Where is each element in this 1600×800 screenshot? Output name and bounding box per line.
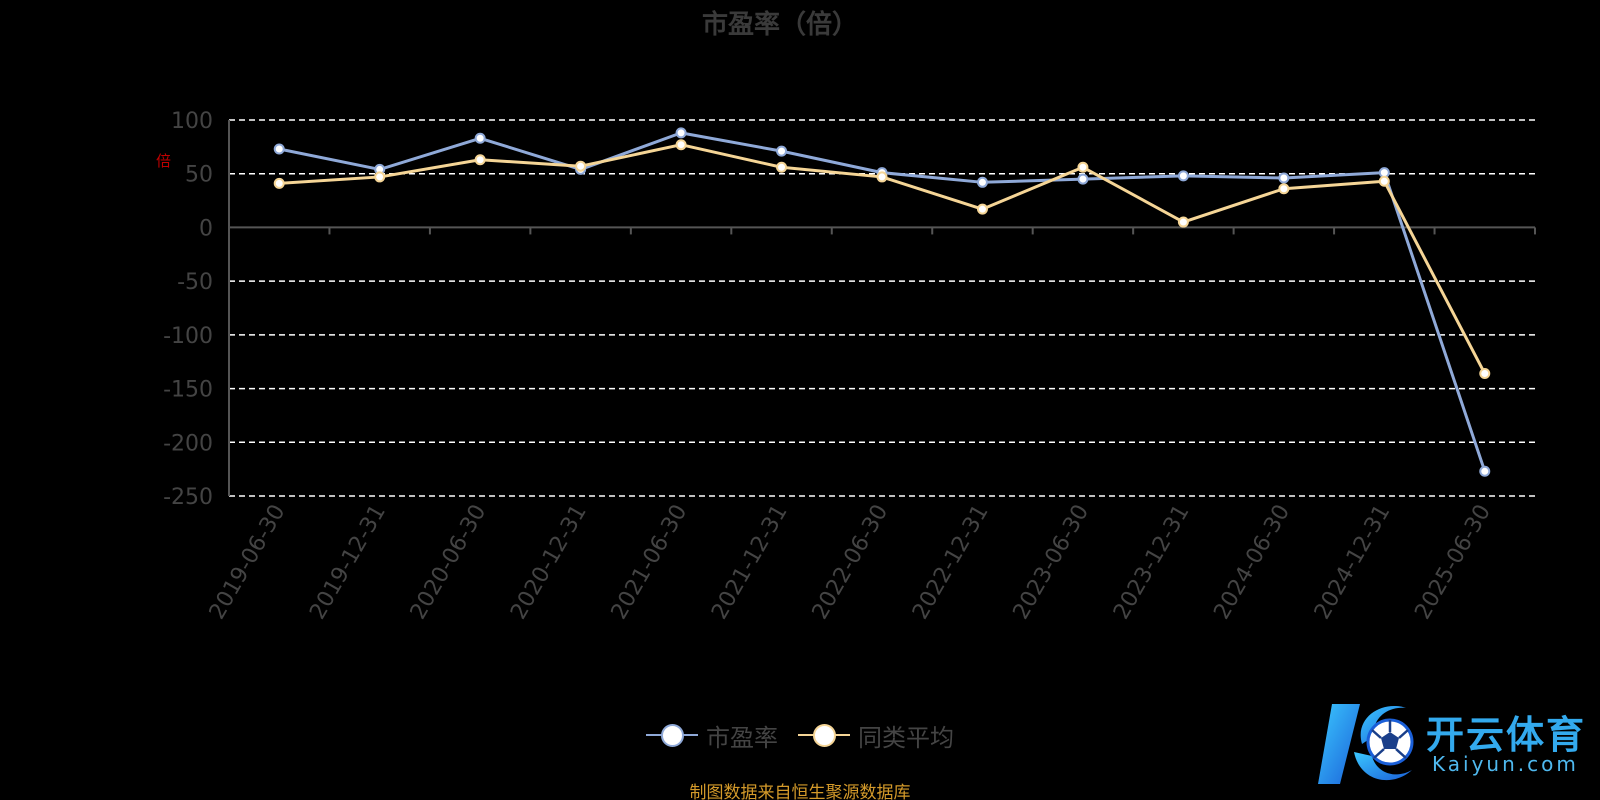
data-point — [776, 161, 788, 173]
data-point — [976, 176, 988, 188]
x-tick-label: 2020-06-30 — [406, 500, 492, 623]
data-point — [1278, 183, 1290, 195]
data-point — [1077, 161, 1089, 173]
x-tick-label: 2019-12-31 — [305, 501, 391, 624]
data-point — [675, 127, 687, 139]
series-line-0 — [278, 131, 1487, 472]
data-point — [1177, 216, 1189, 228]
x-tick-label: 2024-12-31 — [1310, 501, 1396, 624]
x-tick-label: 2020-12-31 — [506, 501, 592, 624]
legend-item-peer-average[interactable]: 同类平均 — [798, 718, 954, 752]
legend: 市盈率 同类平均 — [0, 718, 1600, 752]
data-point — [776, 145, 788, 157]
legend-symbol-pe — [646, 723, 698, 747]
y-tick-label: -200 — [163, 431, 213, 456]
data-point — [575, 160, 587, 172]
data-point — [976, 203, 988, 215]
x-tick-label: 2023-12-31 — [1109, 501, 1195, 624]
data-point — [1479, 368, 1491, 380]
data-point — [474, 132, 486, 144]
logo-text: 开云体育 — [1426, 713, 1587, 757]
x-tick-label: 2024-06-30 — [1209, 501, 1295, 624]
data-point — [1278, 172, 1290, 184]
x-tick-label: 2022-06-30 — [808, 501, 894, 624]
y-tick-label: 50 — [185, 163, 213, 188]
data-point — [1077, 173, 1089, 185]
x-tick-label: 2025-06-30 — [1410, 501, 1496, 624]
data-point — [474, 154, 486, 166]
data-point — [374, 171, 386, 183]
data-point — [273, 177, 285, 189]
data-point — [1177, 170, 1189, 182]
data-point — [675, 139, 687, 151]
x-tick-label: 2022-12-31 — [908, 501, 994, 624]
y-tick-label: -100 — [163, 324, 213, 349]
x-tick-label: 2019-06-30 — [205, 501, 291, 624]
data-point — [273, 143, 285, 155]
legend-label-pe: 市盈率 — [706, 723, 778, 752]
x-tick-label: 2021-06-30 — [607, 501, 693, 624]
x-tick-label: 2021-12-31 — [707, 501, 793, 624]
legend-item-pe[interactable]: 市盈率 — [646, 718, 778, 752]
legend-symbol-peer-average — [798, 723, 850, 747]
y-axis-label: 倍 — [156, 152, 172, 170]
data-source-note: 制图数据来自恒生聚源数据库 — [689, 783, 911, 800]
chart-title: 市盈率（倍） — [701, 10, 858, 40]
x-tick-label: 2023-06-30 — [1009, 501, 1095, 624]
data-point — [1378, 175, 1390, 187]
y-tick-label: -250 — [163, 485, 213, 510]
y-tick-label: -50 — [177, 270, 213, 295]
legend-label-peer-average: 同类平均 — [858, 723, 954, 752]
data-point — [876, 171, 888, 183]
y-tick-label: -150 — [163, 378, 213, 403]
logo-subtext: Kaiyun.com — [1432, 752, 1579, 776]
y-tick-label: 100 — [171, 109, 213, 134]
logo-emblem-icon — [1318, 704, 1414, 784]
data-point — [1479, 465, 1491, 477]
logo: 开云体育 Kaiyun.com — [1314, 696, 1594, 792]
y-tick-label: 0 — [199, 216, 213, 241]
